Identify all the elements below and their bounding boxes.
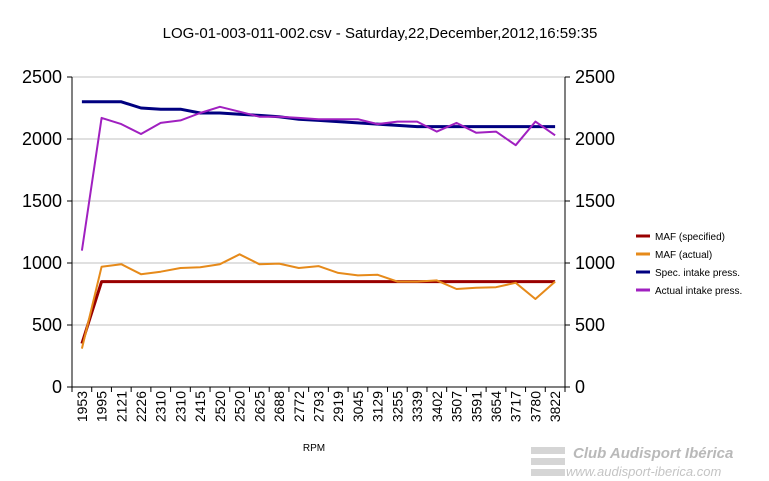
grid-lines: [72, 76, 565, 388]
x-tick-label: 3402: [429, 391, 445, 422]
x-tick-label: 3654: [488, 391, 504, 422]
legend: MAF (specified) MAF (actual) Spec. intake …: [636, 232, 742, 297]
y-axis-right: 0 500 1000 1500 2000 2500: [575, 67, 615, 397]
x-axis: 1953 1995 2121 2226 2310 2310 2415 2520 2520 2625…: [74, 391, 563, 422]
legend-entry: Actual intake press.: [655, 286, 742, 297]
x-tick-label: 2310: [172, 391, 188, 422]
y-tick-label-right: 0: [575, 377, 585, 397]
y-tick-label-right: 500: [575, 315, 605, 335]
chart-title: LOG-01-003-011-002.csv - Saturday,22,Dec…: [163, 25, 598, 42]
x-tick-label: 2625: [251, 391, 267, 422]
x-tick-label: 2793: [311, 391, 327, 422]
x-tick-label: 3822: [547, 391, 563, 422]
y-tick-label-left: 1000: [22, 253, 62, 273]
x-tick-label: 3780: [527, 391, 543, 422]
series-line-3: [81, 100, 556, 129]
y-tick-label-right: 2000: [575, 129, 615, 149]
y-axis-left: 0 500 1000 1500 2000 2500: [22, 67, 62, 397]
legend-entry: MAF (specified): [655, 232, 725, 243]
series-line-4: [80, 105, 556, 251]
x-tick-label: 3129: [370, 391, 386, 422]
x-tick-label: 2415: [192, 391, 208, 422]
legend-entry: Spec. intake press.: [655, 268, 740, 279]
x-tick-label: 3717: [508, 391, 524, 422]
y-tick-label-left: 0: [52, 377, 62, 397]
y-tick-label-right: 2500: [575, 67, 615, 87]
x-tick-label: 2772: [291, 391, 307, 422]
x-tick-label: 2520: [212, 391, 228, 422]
x-tick-label: 1995: [94, 391, 110, 422]
watermark: Club Audisport Ibérica www.audisport-ibe…: [531, 445, 733, 479]
x-tick-label: 3591: [468, 391, 484, 422]
series-line-2: [80, 253, 556, 349]
y-tick-label-right: 1000: [575, 253, 615, 273]
y-tick-label-left: 2000: [22, 129, 62, 149]
y-tick-label-left: 500: [32, 315, 62, 335]
x-tick-label: 2310: [153, 391, 169, 422]
axes: [67, 76, 570, 392]
series-line-1: [80, 280, 556, 345]
x-tick-label: 2919: [330, 391, 346, 422]
x-tick-label: 2520: [232, 391, 248, 422]
x-tick-label: 3339: [409, 391, 425, 422]
legend-entry: MAF (actual): [655, 250, 712, 261]
x-tick-label: 3507: [449, 391, 465, 422]
watermark-logo-icon: [531, 447, 565, 476]
x-tick-label: 3255: [389, 391, 405, 422]
x-tick-label: 2688: [271, 391, 287, 422]
x-tick-label: 2121: [113, 391, 129, 422]
x-tick-label: 2226: [133, 391, 149, 422]
y-tick-label-right: 1500: [575, 191, 615, 211]
watermark-brand: Club Audisport Ibérica: [573, 445, 733, 462]
x-tick-label: 3045: [350, 391, 366, 422]
x-tick-label: 1953: [74, 391, 90, 422]
watermark-url: www.audisport-iberica.com: [566, 464, 722, 479]
y-tick-label-left: 1500: [22, 191, 62, 211]
series-lines: [80, 100, 556, 349]
x-axis-label: RPM: [303, 443, 325, 454]
y-tick-label-left: 2500: [22, 67, 62, 87]
